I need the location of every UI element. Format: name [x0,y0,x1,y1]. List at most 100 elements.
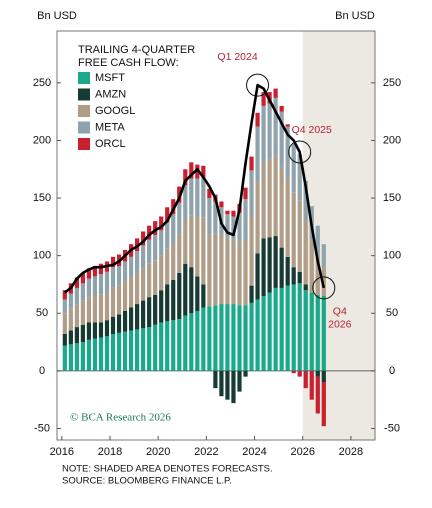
annotation-label: 2026 [328,319,352,331]
bar-segment [315,225,320,255]
bar-segment [321,244,326,268]
bar-segment [98,322,104,338]
bar-segment [267,292,272,371]
bar-segment [116,332,122,371]
bar-segment [92,266,98,277]
bar-segment [189,178,194,216]
bar-segment [116,266,122,286]
bar-segment [255,181,260,254]
bar-segment [80,300,85,325]
legend-swatch [78,138,90,150]
bar-segment [147,239,152,264]
bar-segment [273,97,278,156]
bar-segment [297,200,302,272]
bar-segment [135,304,140,330]
legend-swatch [78,105,90,117]
bar-segment [122,331,128,371]
bar-segment [207,188,212,199]
bar-segment [122,261,128,282]
bar-segment [74,277,79,288]
x-tick-label: 2028 [339,446,363,458]
plot-frame [56,30,376,441]
bar-segment [165,207,170,223]
bar-segment [74,287,79,305]
bar-segment [141,231,146,246]
y2-tick-label: 50 [386,307,398,319]
bar-segment [219,201,224,208]
legend-label: GOOGL [95,105,135,117]
bar-segment [135,272,140,305]
bar-segment [321,267,326,296]
bar-segment [231,239,236,305]
bar-segment [225,210,230,215]
bar-segment [80,283,85,301]
bar-segment [104,320,110,337]
bar-segment [255,299,260,371]
bar-segment [141,328,146,371]
bar-segment [309,240,314,293]
bar-segment [285,178,290,257]
bar-segment [207,198,212,235]
bar-segment [153,260,158,295]
bar-segment [273,155,278,237]
bar-segment [98,263,104,275]
bar-segment [141,268,146,301]
bar-segment [321,370,326,383]
y-tick-label: 200 [33,134,51,146]
legend-swatch [78,121,90,134]
bar-segment [147,225,152,240]
bar-segment [189,267,194,314]
bar-segment [219,234,224,305]
bar-segment [141,245,146,269]
bar-segment [68,308,73,331]
bar-segment [153,294,158,325]
bar-segment [303,221,308,285]
bar-segment [291,192,296,268]
x-tick-label: 2016 [50,446,74,458]
bar-segment [195,310,200,371]
bar-segment [86,297,92,323]
bar-segment [255,253,260,300]
bar-segment [237,370,242,392]
bar-segment [303,370,308,389]
bar-segment [183,169,188,186]
bar-segment [86,268,92,279]
bar-segment [255,112,260,127]
bar-segment [135,238,140,252]
bar-segment [285,126,290,179]
bar-segment [291,267,296,285]
bar-segment [273,88,278,98]
bar-segment [195,164,200,179]
bar-segment [321,295,326,371]
bar-segment [80,342,85,371]
y-tick-label: 250 [33,77,51,89]
legend-label: MSFT [95,72,125,84]
y-axis-label: Bn USD [37,10,77,22]
bar-segment [261,163,266,239]
bar-segment [165,248,170,285]
bar-segment [297,271,302,284]
bar-segment [62,290,67,300]
bar-segment [279,247,284,288]
bar-segment [273,287,278,371]
annotation-circle [312,276,336,300]
bar-segment [153,234,158,261]
bar-segment [86,339,92,371]
forecast-shade [302,31,375,440]
bar-segment [243,199,248,240]
bar-segment [249,170,254,217]
bar-segment [147,263,152,298]
bar-segment [110,287,116,317]
bar-segment [189,215,194,268]
bar-segment [279,111,284,167]
y-tick-label: 0 [39,365,45,377]
bar-segment [255,126,260,182]
bar-segment [315,370,320,377]
x-tick-label: 2026 [290,446,314,458]
bar-segment [147,327,152,371]
legend-title: FREE CASH FLOW: [78,57,179,69]
bar-segment [261,295,266,371]
bar-segment [128,330,134,371]
bar-segment [303,290,308,371]
